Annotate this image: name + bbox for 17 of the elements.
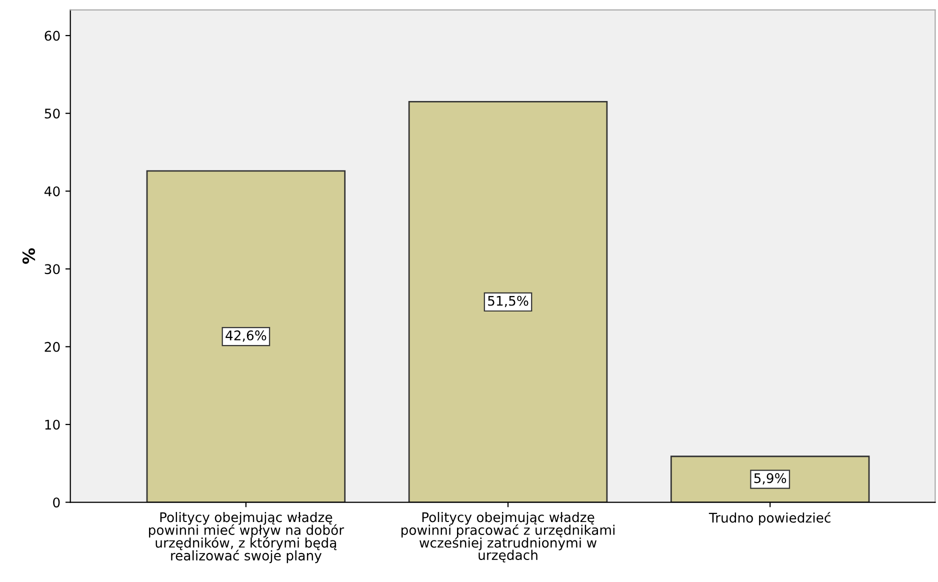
x-tick-label: Politycy obejmując władzę powinni pracować z urzędnikami wcześniej zatrudnionymi w urzędach (402, 512, 614, 562)
y-tick-label: 10 (45, 420, 60, 430)
y-tick-label: 40 (44, 186, 60, 196)
bar (146, 170, 346, 502)
y-tick-label: 50 (44, 108, 60, 119)
x-tick-label: Trudno powiedzieć (708, 512, 830, 526)
y-tick-label: 20 (44, 342, 60, 352)
x-tick-label: Politycy obejmując władzę powinni mieć wpływ na dobór urzędników, z którymi będą realizować swoje plany (149, 512, 344, 564)
y-tick-label: 0 (53, 497, 60, 508)
bar (408, 100, 608, 502)
y-tick-label: 30 (44, 264, 60, 274)
y-axis-title: % (22, 248, 36, 264)
data-label: 5,9% (754, 473, 786, 484)
data-label: 51,5% (488, 296, 528, 308)
bar (670, 456, 870, 502)
y-tick-label: 60 (44, 30, 60, 41)
data-label: 42,6% (226, 330, 266, 342)
